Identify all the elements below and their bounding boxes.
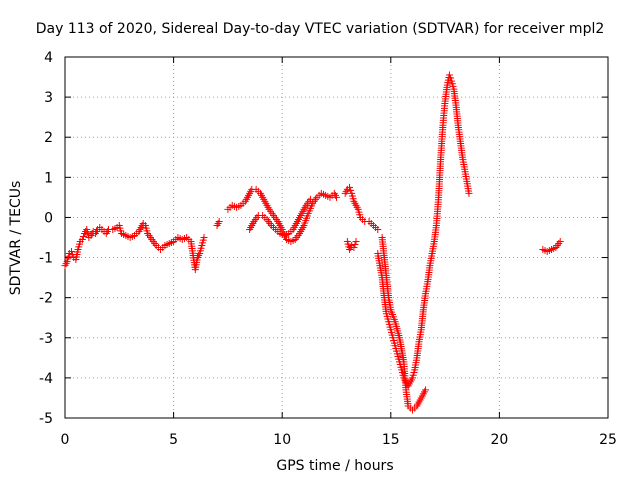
data-point [556, 238, 564, 246]
data-point [351, 241, 359, 249]
data-point [306, 195, 314, 203]
data-point [346, 183, 354, 191]
data-point [78, 236, 86, 244]
y-tick-label: -4 [39, 371, 53, 387]
data-point [447, 74, 455, 82]
tick-labels: 0 5 10 15 20 25 -5 -4 -3 -2 -1 0 1 2 3 4 [39, 50, 617, 448]
chart-title: Day 113 of 2020, Sidereal Day-to-day VTE… [36, 21, 605, 37]
y-tick-label: -2 [39, 291, 53, 307]
y-tick-label: -5 [39, 411, 53, 427]
y-tick-label: 3 [44, 90, 53, 106]
data-point [374, 225, 382, 233]
x-tick-label: 10 [273, 432, 291, 448]
x-tick-label: 15 [382, 432, 400, 448]
data-point [347, 186, 355, 194]
x-tick-label: 20 [490, 432, 508, 448]
grid [65, 57, 608, 418]
data-point [445, 71, 453, 79]
y-tick-label: 1 [44, 170, 53, 186]
data-point [215, 217, 223, 225]
plot-border [64, 56, 609, 419]
data-point [68, 248, 76, 256]
data-point [79, 232, 87, 240]
data-points [61, 71, 564, 414]
data-point [200, 234, 208, 241]
data-point [352, 238, 360, 246]
y-axis-label: SDTVAR / TECUs [8, 181, 24, 296]
y-tick-label: 4 [44, 50, 53, 66]
data-point [465, 189, 473, 197]
data-point [333, 193, 340, 201]
y-tick-label: -3 [39, 331, 53, 347]
data-point [350, 244, 358, 252]
x-axis-label: GPS time / hours [276, 458, 393, 474]
y-tick-label: -1 [39, 251, 53, 267]
x-tick-label: 5 [169, 432, 178, 448]
y-tick-label: 2 [44, 130, 53, 146]
y-tick-label: 0 [44, 210, 53, 226]
axis-ticks [64, 56, 609, 419]
x-tick-label: 25 [599, 432, 617, 448]
x-tick-label: 0 [61, 432, 70, 448]
data-point [422, 386, 430, 394]
